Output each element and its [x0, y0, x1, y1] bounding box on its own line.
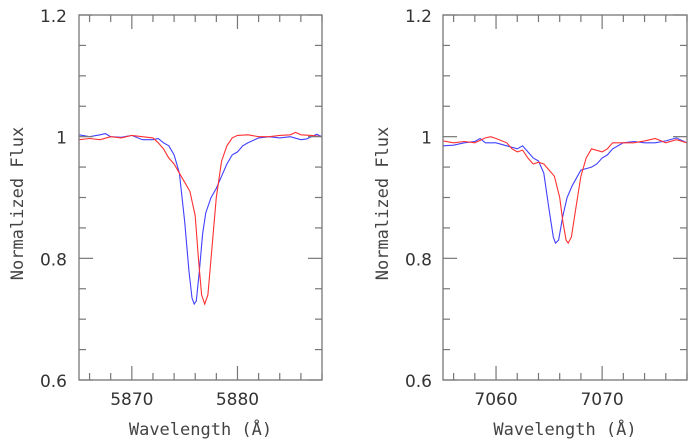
y-axis-label: Normalized Flux	[8, 127, 28, 281]
y-tick-label: 0.6	[40, 372, 67, 392]
y-tick-label: 1.2	[40, 7, 67, 27]
x-axis-label: Wavelength (Å)	[129, 418, 272, 440]
y-tick-label: 1	[56, 129, 67, 149]
x-tick-label: 5880	[216, 390, 259, 410]
x-tick-label: 7070	[580, 390, 623, 410]
panel-1: 5870 5880 0.6 0.8 1 1.2 Wavelength (Å) Normaliz…	[8, 7, 323, 440]
plot-frame	[78, 14, 323, 381]
y-tick-label: 1.2	[405, 7, 432, 27]
y-tick-label: 0.6	[405, 372, 432, 392]
x-axis-label: Wavelength (Å)	[493, 418, 636, 440]
x-tick-label: 7060	[474, 390, 517, 410]
y-tick-label: 0.8	[405, 250, 432, 270]
y-tick-label: 0.8	[40, 250, 67, 270]
series-line-2	[79, 131, 322, 306]
y-tick-label: 1	[421, 129, 432, 149]
series-line-1	[443, 137, 687, 245]
y-axis-label: Normalized Flux	[373, 127, 393, 281]
panel-2: 7060 7070 0.6 0.8 1 1.2 Wavelength (Å) Normaliz…	[373, 7, 688, 440]
x-tick-label: 5870	[110, 390, 153, 410]
plot-frame	[442, 14, 688, 381]
series-line-2	[443, 136, 687, 245]
